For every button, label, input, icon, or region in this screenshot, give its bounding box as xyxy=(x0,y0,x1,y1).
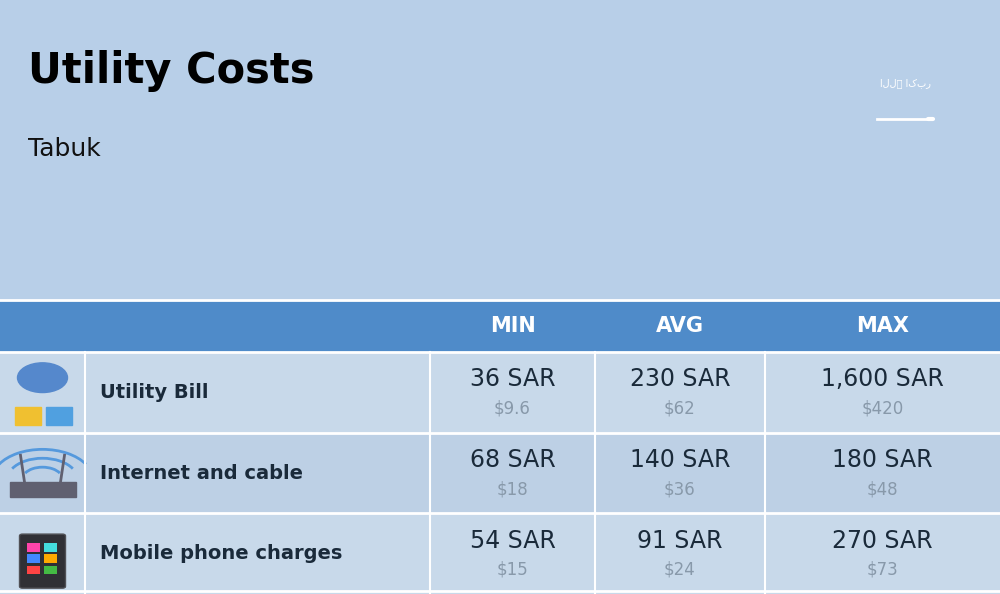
Text: 36 SAR: 36 SAR xyxy=(470,368,555,391)
Bar xyxy=(0,433,1000,513)
Bar xyxy=(46,407,72,425)
Text: 140 SAR: 140 SAR xyxy=(630,448,730,472)
Text: $9.6: $9.6 xyxy=(494,400,531,418)
Text: $18: $18 xyxy=(497,480,528,498)
Text: Internet and cable: Internet and cable xyxy=(100,464,303,482)
Text: 1,600 SAR: 1,600 SAR xyxy=(821,368,944,391)
Bar xyxy=(0,300,1000,352)
Bar xyxy=(27,543,40,552)
Bar xyxy=(44,543,57,552)
Bar xyxy=(15,407,40,425)
Bar xyxy=(0,352,1000,433)
Text: MAX: MAX xyxy=(856,316,909,336)
Text: 54 SAR: 54 SAR xyxy=(470,529,555,552)
FancyBboxPatch shape xyxy=(20,534,66,588)
Text: $420: $420 xyxy=(861,400,904,418)
Text: $24: $24 xyxy=(664,561,696,579)
Text: $36: $36 xyxy=(664,480,696,498)
Text: $73: $73 xyxy=(867,561,898,579)
Text: MIN: MIN xyxy=(490,316,535,336)
Text: 180 SAR: 180 SAR xyxy=(832,448,933,472)
Text: 270 SAR: 270 SAR xyxy=(832,529,933,552)
Bar xyxy=(44,554,57,563)
Bar xyxy=(27,554,40,563)
Text: Tabuk: Tabuk xyxy=(28,137,101,160)
Text: Utility Bill: Utility Bill xyxy=(100,383,208,402)
Text: $48: $48 xyxy=(867,480,898,498)
Text: Utility Costs: Utility Costs xyxy=(28,50,314,93)
Bar xyxy=(27,565,40,574)
Text: 230 SAR: 230 SAR xyxy=(630,368,730,391)
Circle shape xyxy=(18,363,68,393)
Bar xyxy=(0,513,1000,594)
Text: 68 SAR: 68 SAR xyxy=(470,448,555,472)
Bar xyxy=(44,565,57,574)
Text: اللہ اکبر: اللہ اکبر xyxy=(881,78,932,89)
Text: $62: $62 xyxy=(664,400,696,418)
Text: AVG: AVG xyxy=(656,316,704,336)
Bar xyxy=(10,482,76,497)
Text: 91 SAR: 91 SAR xyxy=(637,529,723,552)
Text: Mobile phone charges: Mobile phone charges xyxy=(100,544,342,563)
Text: $15: $15 xyxy=(497,561,528,579)
